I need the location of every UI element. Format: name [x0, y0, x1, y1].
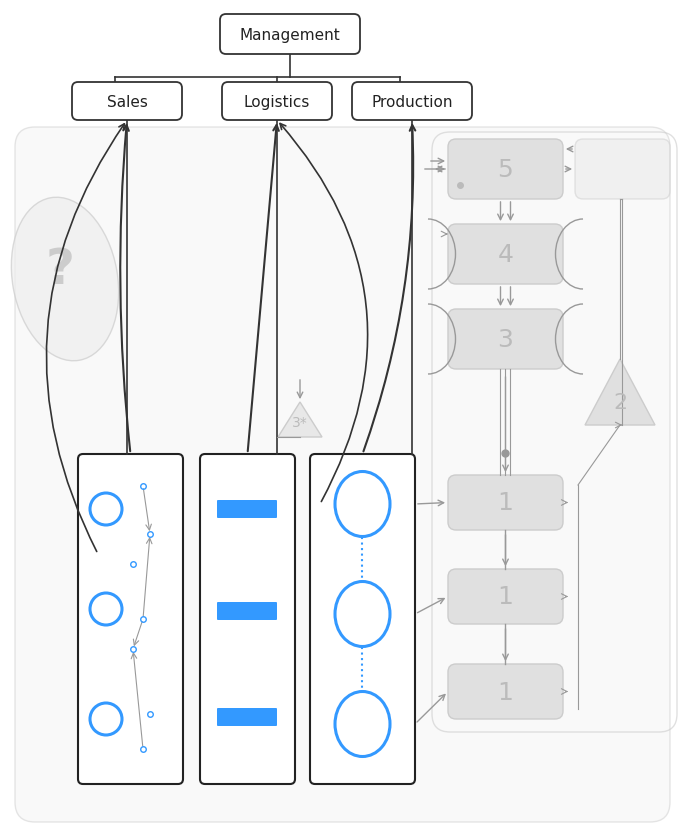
- Ellipse shape: [86, 592, 171, 647]
- FancyBboxPatch shape: [220, 15, 360, 55]
- FancyBboxPatch shape: [448, 140, 563, 200]
- Text: Management: Management: [240, 28, 340, 43]
- Ellipse shape: [98, 691, 168, 747]
- Ellipse shape: [98, 482, 168, 537]
- Text: 1: 1: [497, 491, 514, 515]
- FancyBboxPatch shape: [448, 569, 563, 624]
- FancyBboxPatch shape: [448, 665, 563, 719]
- FancyBboxPatch shape: [448, 225, 563, 285]
- Text: 5: 5: [497, 158, 513, 181]
- FancyBboxPatch shape: [72, 83, 182, 121]
- Ellipse shape: [86, 696, 171, 752]
- Ellipse shape: [86, 482, 171, 537]
- FancyBboxPatch shape: [575, 140, 670, 200]
- FancyBboxPatch shape: [217, 602, 277, 620]
- Text: Sales: Sales: [107, 94, 147, 110]
- Text: ?: ?: [45, 246, 75, 293]
- FancyBboxPatch shape: [222, 83, 332, 121]
- Polygon shape: [585, 359, 655, 426]
- Text: Logistics: Logistics: [244, 94, 310, 110]
- FancyBboxPatch shape: [200, 455, 295, 784]
- FancyBboxPatch shape: [217, 501, 277, 518]
- FancyBboxPatch shape: [448, 476, 563, 530]
- Text: 3: 3: [497, 328, 514, 352]
- FancyBboxPatch shape: [448, 309, 563, 370]
- Text: 1: 1: [497, 585, 514, 609]
- FancyBboxPatch shape: [15, 128, 670, 822]
- Text: 2: 2: [613, 393, 627, 412]
- FancyBboxPatch shape: [78, 455, 183, 784]
- Text: 3*: 3*: [292, 415, 308, 430]
- FancyBboxPatch shape: [217, 708, 277, 726]
- FancyBboxPatch shape: [310, 455, 415, 784]
- Text: Production: Production: [371, 94, 453, 110]
- Ellipse shape: [12, 198, 119, 361]
- Ellipse shape: [98, 582, 168, 637]
- Polygon shape: [278, 402, 322, 437]
- Text: 4: 4: [497, 242, 514, 267]
- Text: 1: 1: [497, 680, 514, 704]
- FancyBboxPatch shape: [352, 83, 472, 121]
